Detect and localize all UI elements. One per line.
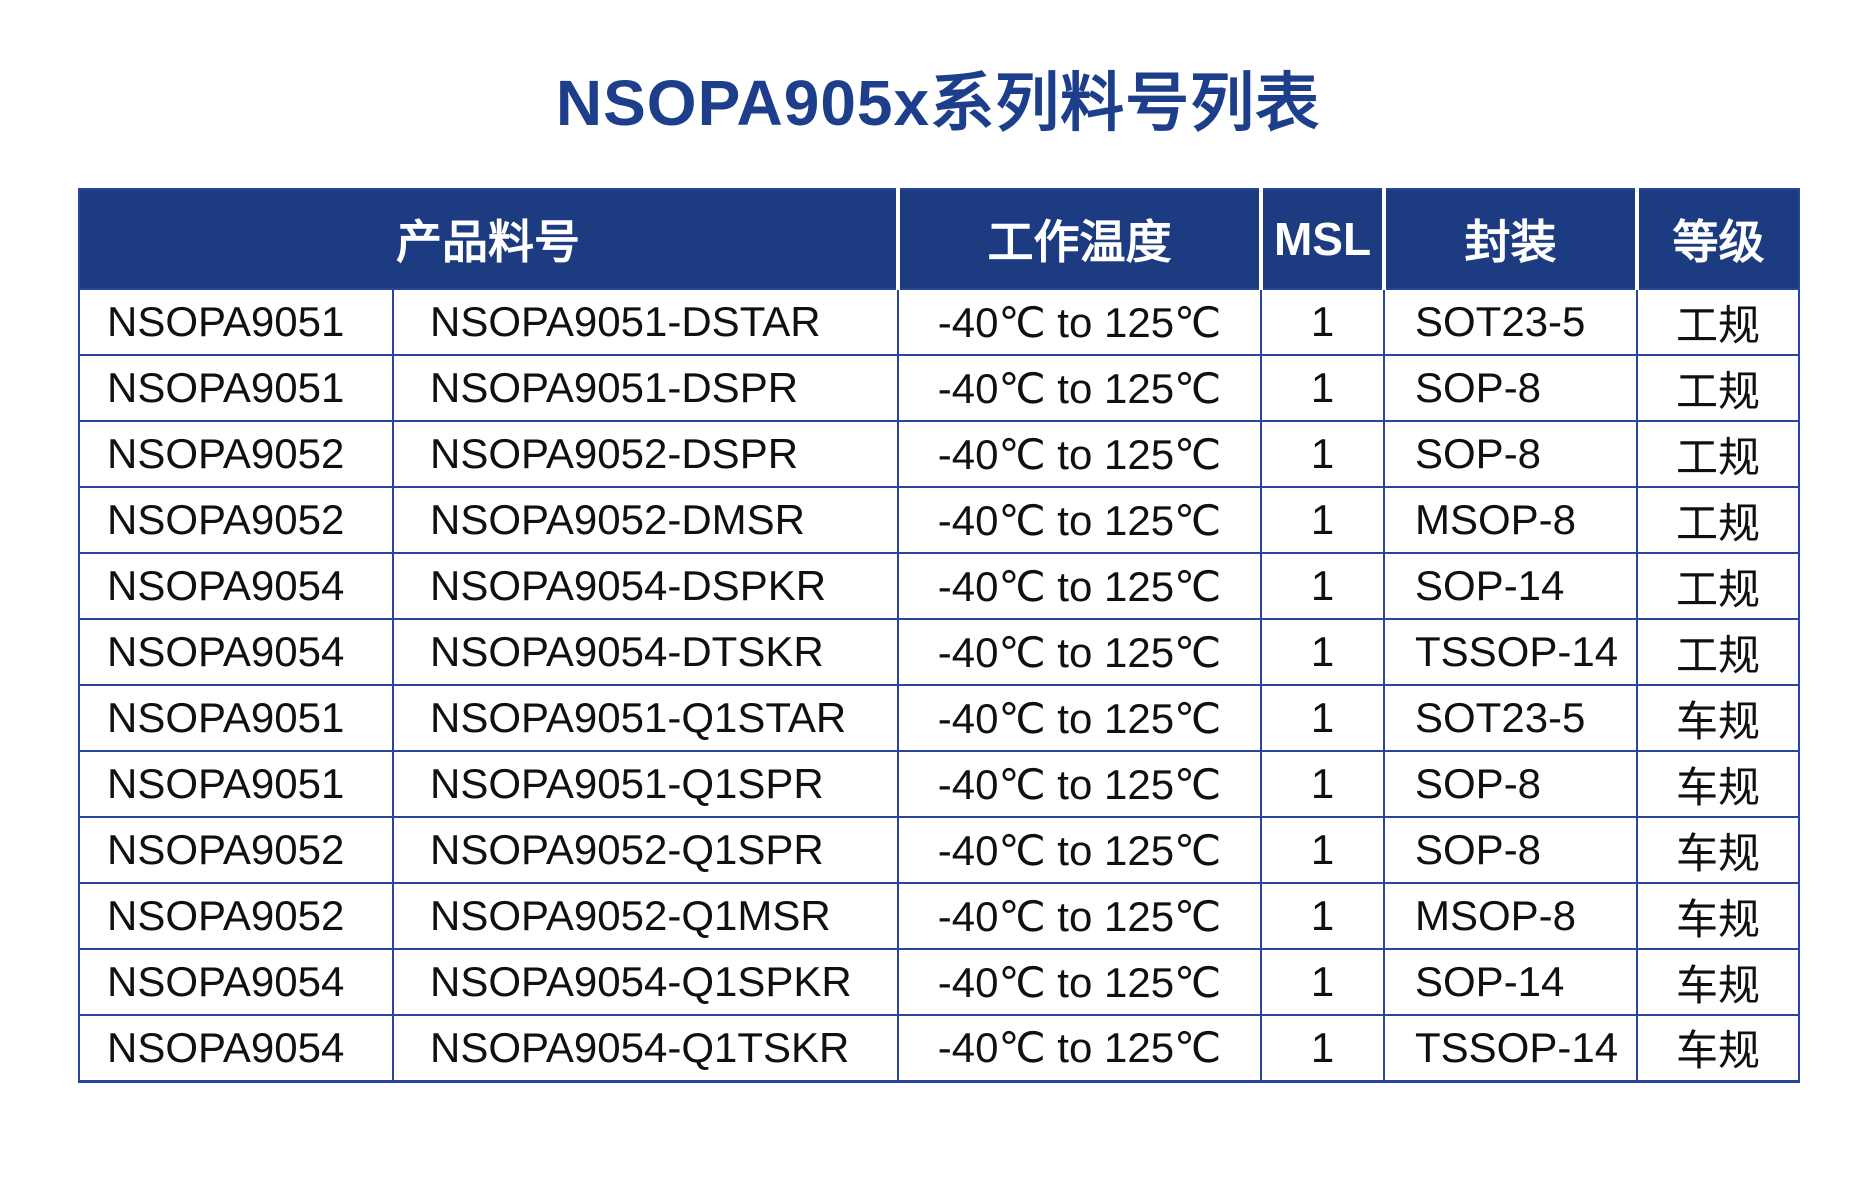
cell-grade: 车规 — [1636, 1014, 1800, 1082]
cell-part-number: NSOPA9051-Q1STAR — [392, 684, 899, 752]
cell-temp-range: -40℃ to 125℃ — [897, 684, 1262, 752]
cell-part-number: NSOPA9051-DSTAR — [392, 288, 899, 356]
header-operating-temperature: 工作温度 — [896, 189, 1261, 289]
cell-part-number: NSOPA9052-Q1SPR — [392, 816, 899, 884]
table-row: NSOPA9052 NSOPA9052-Q1SPR -40℃ to 125℃ 1… — [78, 816, 1800, 884]
table-row: NSOPA9051 NSOPA9051-Q1STAR -40℃ to 125℃ … — [78, 684, 1800, 752]
cell-product-family: NSOPA9054 — [78, 552, 394, 620]
cell-grade: 工规 — [1636, 354, 1800, 422]
cell-product-family: NSOPA9052 — [78, 882, 394, 950]
cell-package: TSSOP-14 — [1383, 618, 1638, 686]
cell-grade: 工规 — [1636, 552, 1800, 620]
table-row: NSOPA9054 NSOPA9054-Q1TSKR -40℃ to 125℃ … — [78, 1014, 1800, 1082]
header-package: 封装 — [1382, 189, 1637, 289]
cell-product-family: NSOPA9052 — [78, 420, 394, 488]
cell-part-number: NSOPA9051-Q1SPR — [392, 750, 899, 818]
cell-grade: 车规 — [1636, 684, 1800, 752]
cell-msl: 1 — [1260, 684, 1385, 752]
cell-product-family: NSOPA9054 — [78, 948, 394, 1016]
header-msl: MSL — [1259, 189, 1384, 289]
table-row: NSOPA9051 NSOPA9051-DSPR -40℃ to 125℃ 1 … — [78, 354, 1800, 422]
cell-package: SOP-14 — [1383, 552, 1638, 620]
cell-grade: 车规 — [1636, 750, 1800, 818]
table-row: NSOPA9054 NSOPA9054-DTSKR -40℃ to 125℃ 1… — [78, 618, 1800, 686]
cell-package: SOP-8 — [1383, 354, 1638, 422]
header-product-part-number: 产品料号 — [79, 189, 898, 289]
table-header-row: 产品料号 工作温度 MSL 封装 等级 — [79, 189, 1799, 289]
cell-temp-range: -40℃ to 125℃ — [897, 948, 1262, 1016]
cell-product-family: NSOPA9054 — [78, 1014, 394, 1082]
table-row: NSOPA9052 NSOPA9052-Q1MSR -40℃ to 125℃ 1… — [78, 882, 1800, 950]
cell-product-family: NSOPA9051 — [78, 684, 394, 752]
cell-package: SOP-8 — [1383, 750, 1638, 818]
cell-msl: 1 — [1260, 1014, 1385, 1082]
part-number-table: 产品料号 工作温度 MSL 封装 等级 NSOPA9051 NSOPA9051-… — [78, 188, 1800, 1083]
cell-temp-range: -40℃ to 125℃ — [897, 420, 1262, 488]
cell-msl: 1 — [1260, 750, 1385, 818]
cell-temp-range: -40℃ to 125℃ — [897, 552, 1262, 620]
header-grade: 等级 — [1635, 189, 1799, 289]
cell-product-family: NSOPA9052 — [78, 486, 394, 554]
table-row: NSOPA9054 NSOPA9054-Q1SPKR -40℃ to 125℃ … — [78, 948, 1800, 1016]
cell-part-number: NSOPA9054-Q1TSKR — [392, 1014, 899, 1082]
cell-temp-range: -40℃ to 125℃ — [897, 1014, 1262, 1082]
cell-part-number: NSOPA9051-DSPR — [392, 354, 899, 422]
cell-package: SOT23-5 — [1383, 288, 1638, 356]
cell-grade: 工规 — [1636, 486, 1800, 554]
cell-package: SOP-8 — [1383, 420, 1638, 488]
table-body: NSOPA9051 NSOPA9051-DSTAR -40℃ to 125℃ 1… — [78, 288, 1800, 1082]
cell-temp-range: -40℃ to 125℃ — [897, 486, 1262, 554]
cell-product-family: NSOPA9052 — [78, 816, 394, 884]
cell-msl: 1 — [1260, 486, 1385, 554]
cell-msl: 1 — [1260, 288, 1385, 356]
cell-temp-range: -40℃ to 125℃ — [897, 618, 1262, 686]
cell-package: SOP-14 — [1383, 948, 1638, 1016]
cell-grade: 车规 — [1636, 816, 1800, 884]
cell-temp-range: -40℃ to 125℃ — [897, 882, 1262, 950]
cell-part-number: NSOPA9052-Q1MSR — [392, 882, 899, 950]
cell-part-number: NSOPA9052-DSPR — [392, 420, 899, 488]
cell-product-family: NSOPA9051 — [78, 750, 394, 818]
table-row: NSOPA9054 NSOPA9054-DSPKR -40℃ to 125℃ 1… — [78, 552, 1800, 620]
cell-temp-range: -40℃ to 125℃ — [897, 750, 1262, 818]
cell-product-family: NSOPA9054 — [78, 618, 394, 686]
cell-grade: 车规 — [1636, 948, 1800, 1016]
cell-temp-range: -40℃ to 125℃ — [897, 288, 1262, 356]
cell-part-number: NSOPA9054-DTSKR — [392, 618, 899, 686]
table-row: NSOPA9052 NSOPA9052-DMSR -40℃ to 125℃ 1 … — [78, 486, 1800, 554]
table-row: NSOPA9052 NSOPA9052-DSPR -40℃ to 125℃ 1 … — [78, 420, 1800, 488]
cell-grade: 工规 — [1636, 420, 1800, 488]
cell-grade: 工规 — [1636, 618, 1800, 686]
cell-part-number: NSOPA9054-Q1SPKR — [392, 948, 899, 1016]
cell-package: SOP-8 — [1383, 816, 1638, 884]
cell-msl: 1 — [1260, 354, 1385, 422]
cell-package: TSSOP-14 — [1383, 1014, 1638, 1082]
cell-msl: 1 — [1260, 420, 1385, 488]
cell-product-family: NSOPA9051 — [78, 288, 394, 356]
cell-part-number: NSOPA9054-DSPKR — [392, 552, 899, 620]
cell-msl: 1 — [1260, 816, 1385, 884]
page-title: NSOPA905x系列料号列表 — [555, 67, 1321, 139]
cell-msl: 1 — [1260, 552, 1385, 620]
cell-part-number: NSOPA9052-DMSR — [392, 486, 899, 554]
table-row: NSOPA9051 NSOPA9051-Q1SPR -40℃ to 125℃ 1… — [78, 750, 1800, 818]
cell-package: MSOP-8 — [1383, 882, 1638, 950]
cell-temp-range: -40℃ to 125℃ — [897, 816, 1262, 884]
cell-msl: 1 — [1260, 618, 1385, 686]
cell-package: SOT23-5 — [1383, 684, 1638, 752]
cell-grade: 车规 — [1636, 882, 1800, 950]
cell-msl: 1 — [1260, 882, 1385, 950]
table-row: NSOPA9051 NSOPA9051-DSTAR -40℃ to 125℃ 1… — [78, 288, 1800, 356]
cell-grade: 工规 — [1636, 288, 1800, 356]
cell-package: MSOP-8 — [1383, 486, 1638, 554]
cell-msl: 1 — [1260, 948, 1385, 1016]
table-header: 产品料号 工作温度 MSL 封装 等级 — [79, 189, 1799, 289]
cell-temp-range: -40℃ to 125℃ — [897, 354, 1262, 422]
cell-product-family: NSOPA9051 — [78, 354, 394, 422]
